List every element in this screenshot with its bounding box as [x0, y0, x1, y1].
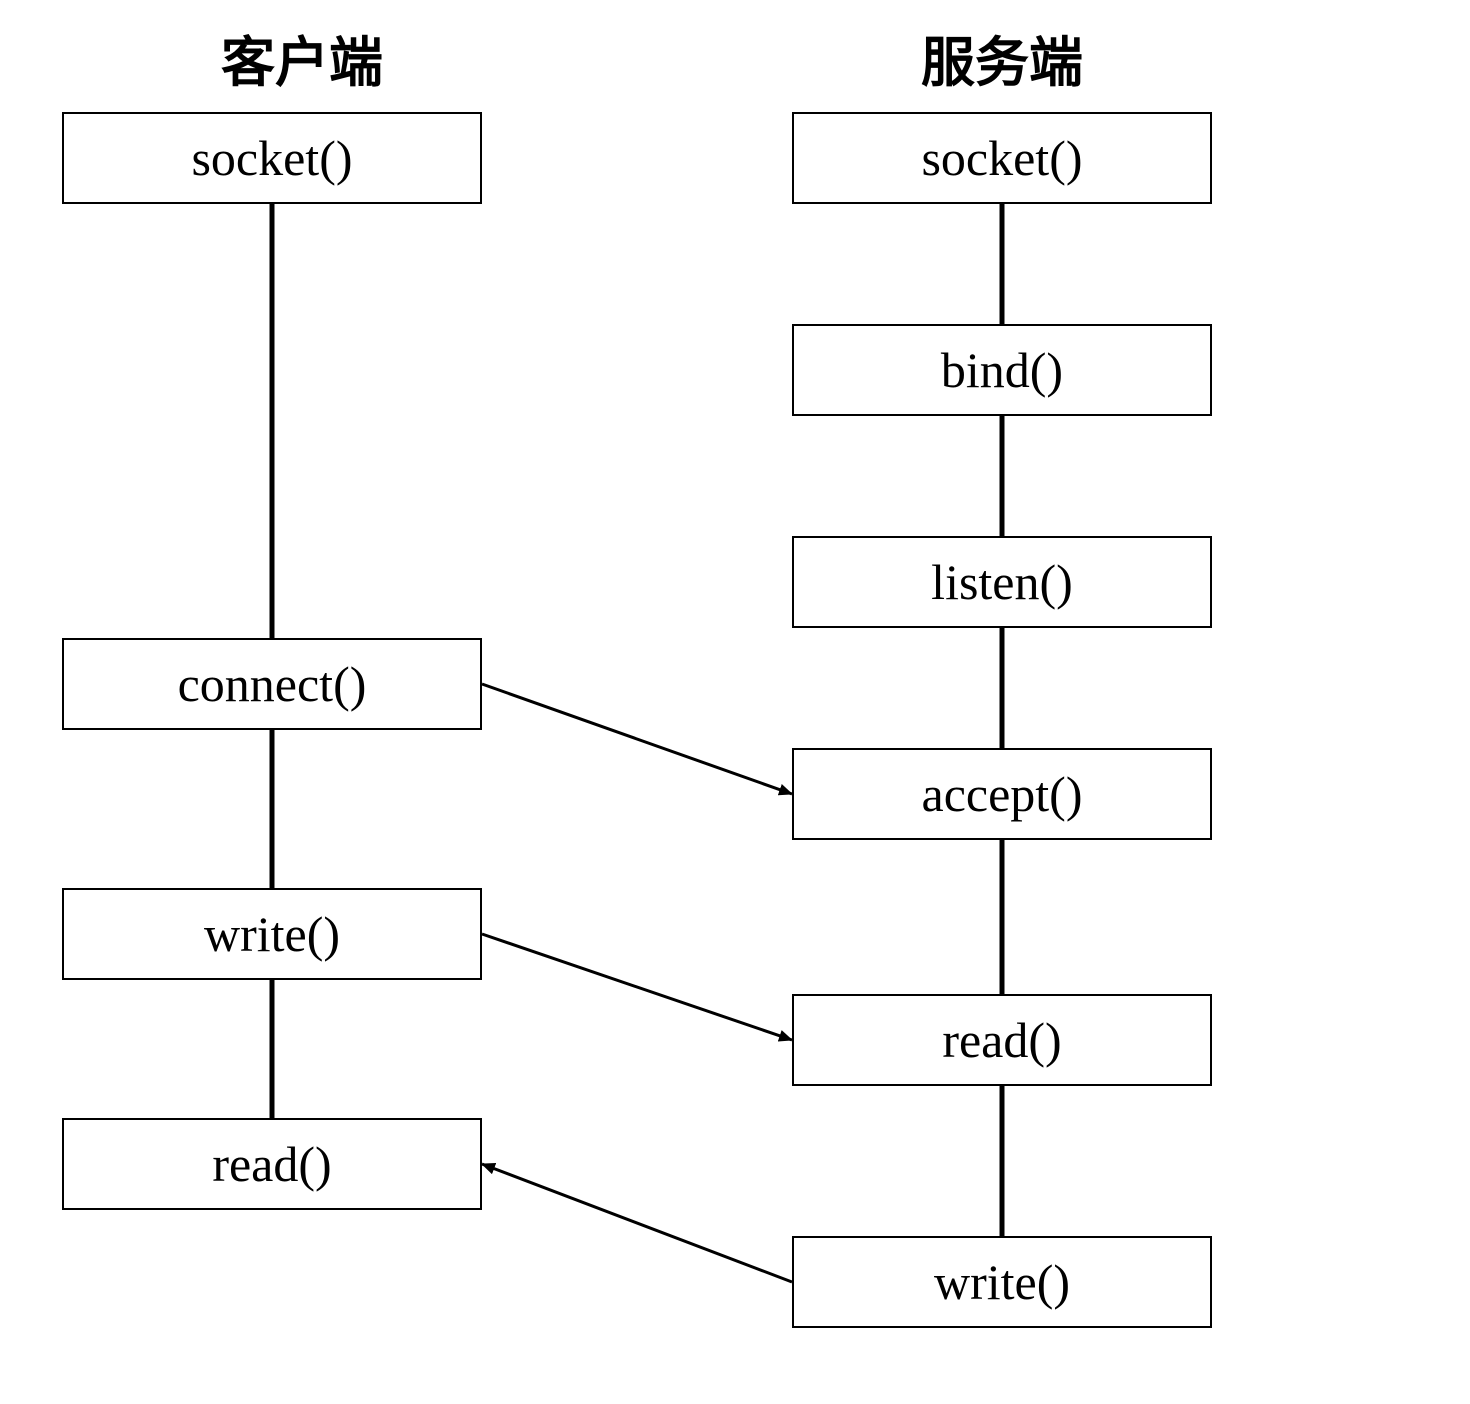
client-read: read() [62, 1118, 482, 1210]
socket-flow-diagram: 客户端 服务端 socket() connect() write() read() sock… [0, 0, 1470, 1404]
client-read-label: read() [212, 1135, 331, 1193]
server-write-label: write() [934, 1253, 1070, 1311]
server-socket: socket() [792, 112, 1212, 204]
client-heading: 客户端 [172, 18, 432, 97]
client-socket-label: socket() [191, 129, 352, 187]
server-bind-label: bind() [941, 341, 1063, 399]
server-bind: bind() [792, 324, 1212, 416]
server-read-label: read() [942, 1011, 1061, 1069]
server-write: write() [792, 1236, 1212, 1328]
client-socket: socket() [62, 112, 482, 204]
server-listen-label: listen() [931, 553, 1073, 611]
server-read: read() [792, 994, 1212, 1086]
server-socket-label: socket() [921, 129, 1082, 187]
server-accept: accept() [792, 748, 1212, 840]
client-connect: connect() [62, 638, 482, 730]
client-connect-label: connect() [178, 655, 367, 713]
client-write: write() [62, 888, 482, 980]
server-heading: 服务端 [872, 18, 1132, 97]
server-accept-label: accept() [922, 765, 1083, 823]
client-write-label: write() [204, 905, 340, 963]
server-listen: listen() [792, 536, 1212, 628]
